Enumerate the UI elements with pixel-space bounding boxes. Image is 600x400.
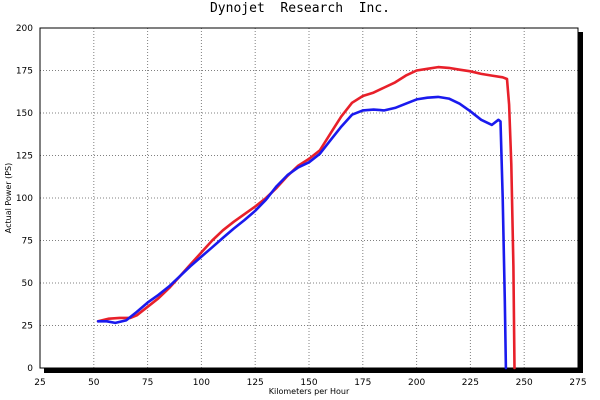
- x-tick-label: 125: [247, 378, 264, 388]
- y-tick-label: 0: [27, 364, 33, 374]
- x-tick-label: 75: [142, 378, 153, 388]
- x-tick-label: 250: [516, 378, 533, 388]
- y-tick-label: 100: [16, 194, 33, 204]
- series-line-2: [96, 95, 508, 370]
- x-tick-label: 25: [34, 378, 45, 388]
- chart-title: Dynojet Research Inc.: [210, 1, 390, 16]
- x-tick-label: 175: [354, 378, 371, 388]
- series-line-1: [96, 65, 516, 370]
- x-axis-label: Kilometers per Hour: [269, 387, 350, 396]
- y-tick-label: 25: [22, 322, 33, 332]
- bottom-frame-bar: [44, 368, 583, 373]
- y-tick-label: 150: [16, 109, 33, 119]
- y-tick-label: 200: [16, 24, 33, 34]
- x-tick-label: 100: [193, 378, 210, 388]
- right-frame-bar: [578, 32, 583, 372]
- x-tick-label: 275: [569, 378, 586, 388]
- x-tick-label: 150: [300, 378, 317, 388]
- x-tick-label: 50: [88, 378, 100, 388]
- y-tick-label: 75: [22, 237, 33, 247]
- x-tick-label: 225: [462, 378, 479, 388]
- y-tick-label: 50: [22, 279, 34, 289]
- tick-labels: 25 50 75 100 125 150 175 200 225 250 2750255075100…: [16, 24, 587, 388]
- y-tick-label: 125: [16, 152, 33, 162]
- y-tick-label: 175: [16, 67, 33, 77]
- series-layer: [96, 65, 516, 370]
- x-tick-label: 200: [408, 378, 425, 388]
- y-axis-label: Actual Power (PS): [4, 163, 13, 233]
